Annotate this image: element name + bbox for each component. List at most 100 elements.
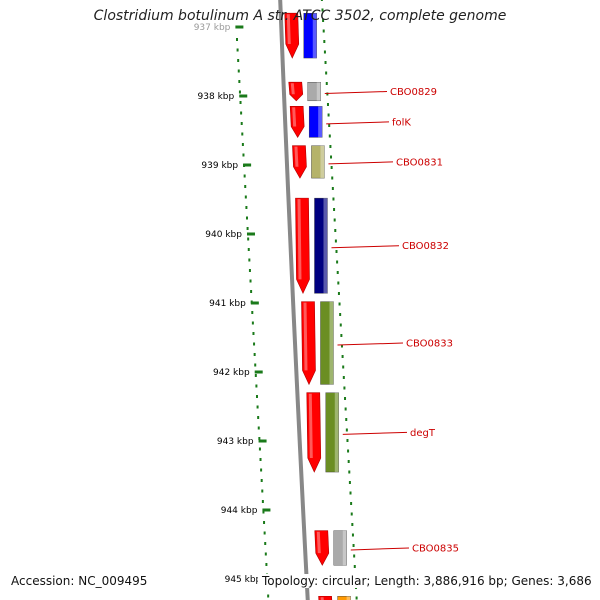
- scale-dot: [340, 334, 343, 337]
- scale-dot: [265, 563, 268, 566]
- gene-degT: degT: [306, 392, 436, 473]
- scale-dot: [336, 260, 339, 264]
- gene-arrow-red: [301, 301, 316, 386]
- scale-dot: [323, 40, 326, 43]
- gene-feature-shade: [320, 145, 325, 179]
- scale-tick-label: 937 kbp: [194, 23, 231, 33]
- scale-tick-label: 945 kbp: [225, 575, 262, 585]
- scale-dot: [261, 489, 264, 493]
- gene-arrow-highlight: [292, 107, 297, 127]
- scale-dot: [254, 363, 257, 367]
- scale-dot: [325, 71, 328, 75]
- scale-dot: [249, 279, 252, 283]
- gene-feature-bar: [325, 392, 339, 473]
- scale-dot: [248, 269, 251, 272]
- scale-dot: [256, 405, 259, 409]
- scale-dot: [247, 248, 250, 251]
- scale-dot: [320, 0, 323, 1]
- scale-dot: [260, 479, 263, 482]
- scale-dot: [328, 134, 331, 138]
- gene-feature-shade: [312, 13, 317, 59]
- scale-dot: [236, 38, 238, 41]
- scale-dot: [345, 428, 348, 432]
- scale-dot: [350, 512, 353, 516]
- scale-dot: [344, 407, 347, 411]
- scale-dot: [241, 143, 244, 146]
- genome-title: Clostridium botulinum A str. ATCC 3502, …: [93, 8, 507, 24]
- scale-dot: [250, 290, 253, 293]
- scale-dot: [251, 311, 254, 314]
- scale-dot: [345, 418, 348, 421]
- scale-dot: [351, 533, 354, 537]
- gene-arrow-highlight: [290, 83, 295, 95]
- scale-tick-mark: [243, 163, 252, 167]
- scale-tick-label: 942 kbp: [213, 368, 250, 378]
- gene-label: CBO0831: [396, 157, 443, 168]
- scale-tick-mark: [246, 232, 255, 236]
- scale-dot: [237, 69, 240, 73]
- scale-dot: [240, 111, 243, 115]
- scale-dot: [337, 292, 340, 295]
- scale-dot: [347, 460, 350, 463]
- scale-tick-label: 944 kbp: [221, 506, 258, 516]
- scale-tick-mark: [235, 25, 244, 29]
- scale-dot: [255, 395, 258, 398]
- scale-dot: [245, 216, 248, 220]
- gene-arrow-highlight: [294, 146, 299, 167]
- scale-dot: [238, 90, 241, 94]
- scale-dot: [322, 29, 325, 33]
- scale-dot: [254, 374, 257, 377]
- scale-tick-mark: [250, 301, 259, 305]
- gene-feature-shade: [329, 301, 334, 385]
- gene-label: folK: [392, 117, 411, 128]
- gene-arrow-red: [314, 530, 330, 566]
- gene-feature-bar: [337, 596, 351, 600]
- scale-dot: [263, 521, 266, 524]
- scale-tick-label: 941 kbp: [209, 299, 246, 309]
- gene-CBO0833: CBO0833: [301, 301, 453, 386]
- gene-feature-shade: [316, 82, 321, 101]
- gene-feature-shade: [323, 198, 328, 294]
- scale-dot: [339, 323, 342, 327]
- scale-dot: [246, 227, 249, 230]
- gene-features: CBO0829 folK CBO0831 CBO0832 CBO0833 degT CBO0…: [284, 12, 459, 600]
- scale-tick-mark: [254, 370, 263, 374]
- gene-feature-shade: [318, 106, 323, 138]
- scale-dot: [324, 61, 327, 64]
- gene-feature-bar: [314, 197, 328, 294]
- scale-dot: [326, 103, 329, 106]
- scale-dot: [334, 239, 337, 243]
- scale-dot: [243, 174, 246, 178]
- gene-CBO0832: CBO0832: [295, 197, 449, 295]
- scale-dot: [333, 208, 336, 211]
- scale-dot: [264, 552, 267, 556]
- accession-label: Accession: NC_009495: [9, 574, 150, 588]
- scale-dot: [248, 258, 251, 262]
- scale-dot: [330, 155, 333, 159]
- gene-label-leader: [326, 121, 390, 125]
- gene-CBO0831: CBO0831: [292, 145, 443, 179]
- scale-dot: [260, 468, 263, 472]
- gene-feature-bar: [311, 145, 325, 179]
- scale-dot: [343, 386, 346, 390]
- scale-dot: [350, 502, 353, 505]
- gene-label-leader: [342, 431, 408, 435]
- scale-dot: [244, 195, 247, 199]
- scale-dot: [329, 145, 332, 148]
- scale-dot: [349, 491, 352, 495]
- gene-arrow-highlight: [286, 14, 291, 45]
- gene-CBO0835: CBO0835: [314, 530, 459, 566]
- gene-label: CBO0835: [412, 543, 459, 554]
- topology-summary: Topology: circular; Length: 3,886,916 bp…: [258, 574, 596, 588]
- scale-dot: [237, 59, 240, 62]
- scale-dot: [332, 197, 335, 201]
- scale-dot: [267, 594, 270, 598]
- gene-arrow-highlight: [308, 393, 313, 459]
- scale-dot: [261, 500, 264, 503]
- gene-label: CBO0832: [402, 241, 449, 252]
- scale-dot: [239, 101, 242, 104]
- scale-dot: [339, 313, 342, 316]
- gene-feature-bar: [308, 106, 323, 138]
- scale-dot: [264, 542, 267, 545]
- scale-dot: [257, 426, 260, 430]
